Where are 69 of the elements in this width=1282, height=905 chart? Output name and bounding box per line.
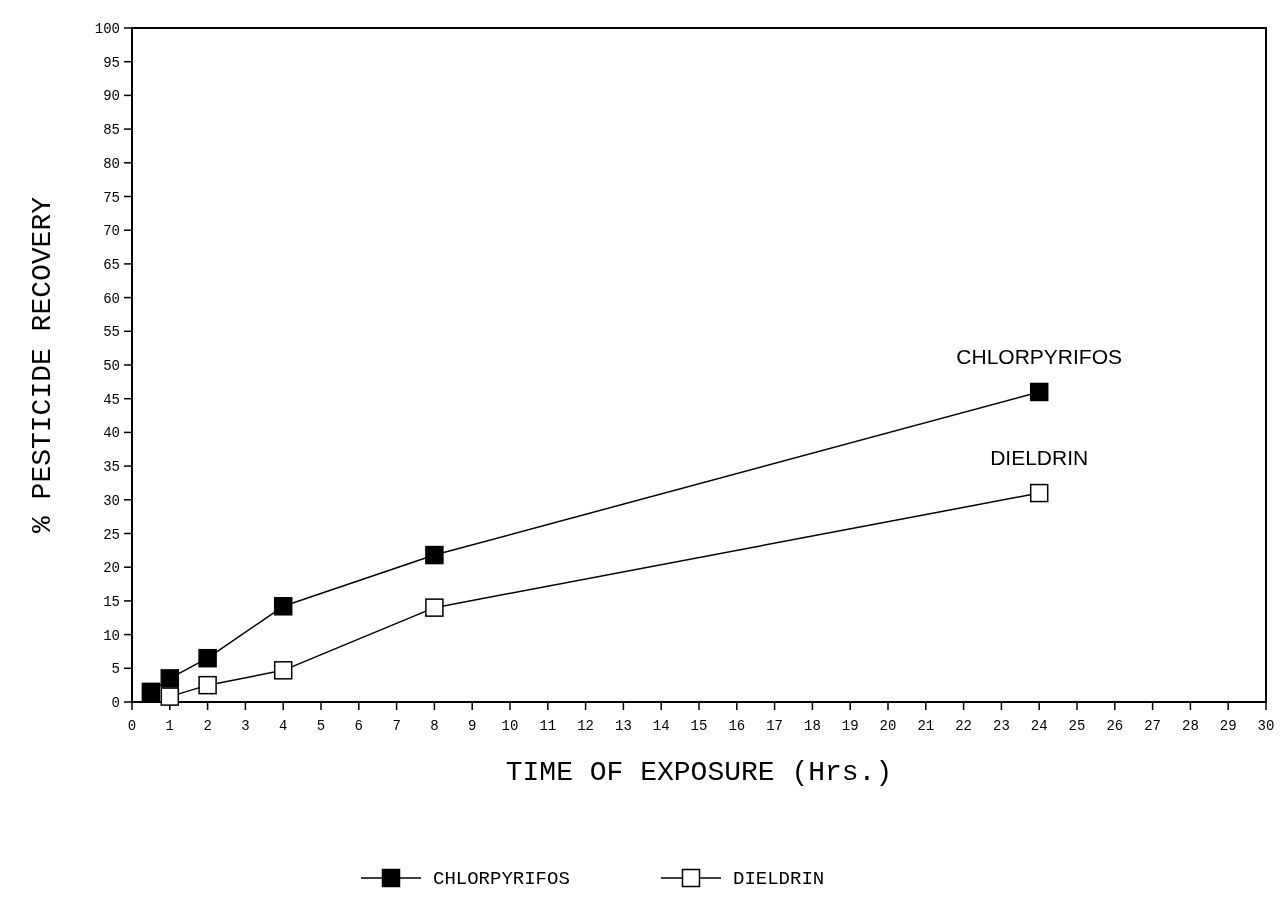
y-axis-title: % PESTICIDE RECOVERY <box>27 196 58 534</box>
y-tick-label: 60 <box>103 290 120 307</box>
x-tick-label: 10 <box>501 718 519 734</box>
y-tick-label: 80 <box>103 155 120 172</box>
point <box>141 682 161 702</box>
x-tick-label: 15 <box>690 718 708 734</box>
x-tick-label: 21 <box>917 718 935 734</box>
x-tick-label: 6 <box>354 718 363 734</box>
y-tick-label: 65 <box>103 256 120 273</box>
x-tick-label: 23 <box>992 718 1010 734</box>
point <box>198 648 217 668</box>
x-tick-label: 28 <box>1181 718 1199 734</box>
x-tick-label: 30 <box>1257 718 1275 734</box>
x-tick-label: 29 <box>1219 718 1237 734</box>
x-tick-label: 11 <box>539 718 557 734</box>
y-tick-label: 35 <box>103 459 120 476</box>
point <box>425 545 444 565</box>
y-tick-label: 50 <box>103 358 120 374</box>
x-tick-label: 22 <box>955 718 973 734</box>
y-tick-label: 30 <box>103 492 120 509</box>
y-tick-label: 40 <box>103 425 120 442</box>
x-tick-label: 1 <box>165 718 174 734</box>
y-tick-label: 70 <box>103 223 120 240</box>
x-tick-label: 3 <box>241 718 250 734</box>
y-tick-label: 95 <box>103 54 120 71</box>
y-tick-label: 10 <box>103 627 120 644</box>
x-tick-label: 26 <box>1106 718 1124 734</box>
x-tick-label: 7 <box>392 718 401 734</box>
text: DIELDRIN <box>990 446 1089 470</box>
x-tick-label: 12 <box>577 718 595 734</box>
y-tick-label: 90 <box>103 88 120 105</box>
x-tick-label: 16 <box>728 718 746 734</box>
x-tick-label: 9 <box>468 718 477 734</box>
x-tick-label: 2 <box>203 718 212 734</box>
y-tick-label: 5 <box>111 661 120 678</box>
x-axis-title: TIME OF EXPOSURE (Hrs.) <box>505 757 893 788</box>
y-tick-label: 100 <box>94 21 120 37</box>
x-tick-label: 8 <box>430 718 439 734</box>
x-tick-label: 13 <box>614 718 632 734</box>
x-tick-label: 17 <box>766 718 784 734</box>
legend-label: CHLORPYRIFOS <box>433 868 570 890</box>
y-tick-label: 45 <box>103 391 120 408</box>
point <box>198 675 217 695</box>
point <box>273 661 293 680</box>
legend-label: DIELDRIN <box>733 868 825 890</box>
point <box>160 687 180 706</box>
x-tick-label: 19 <box>841 718 859 734</box>
y-tick-label: 0 <box>111 695 120 711</box>
y-tick-label: 25 <box>103 526 120 543</box>
x-tick-label: 27 <box>1144 718 1162 734</box>
y-tick-label: 75 <box>103 189 120 206</box>
x-tick-label: 14 <box>652 718 670 734</box>
y-tick-label: 85 <box>103 122 120 139</box>
text: CHLORPYRIFOS <box>956 344 1123 368</box>
point <box>1029 382 1049 402</box>
x-tick-label: 20 <box>879 718 897 734</box>
point <box>425 598 444 617</box>
y-tick-label: 15 <box>103 593 120 610</box>
x-tick-label: 25 <box>1068 718 1086 734</box>
point <box>160 669 180 688</box>
x-tick-label: 4 <box>279 718 288 734</box>
y-tick-label: 55 <box>103 324 120 341</box>
point <box>273 597 293 616</box>
x-tick-label: 5 <box>316 718 326 734</box>
x-tick-label: 24 <box>1030 718 1048 734</box>
point <box>1029 483 1049 503</box>
y-tick-label: 20 <box>103 560 120 577</box>
x-tick-label: 18 <box>803 718 821 734</box>
x-tick-label: 0 <box>127 718 137 734</box>
